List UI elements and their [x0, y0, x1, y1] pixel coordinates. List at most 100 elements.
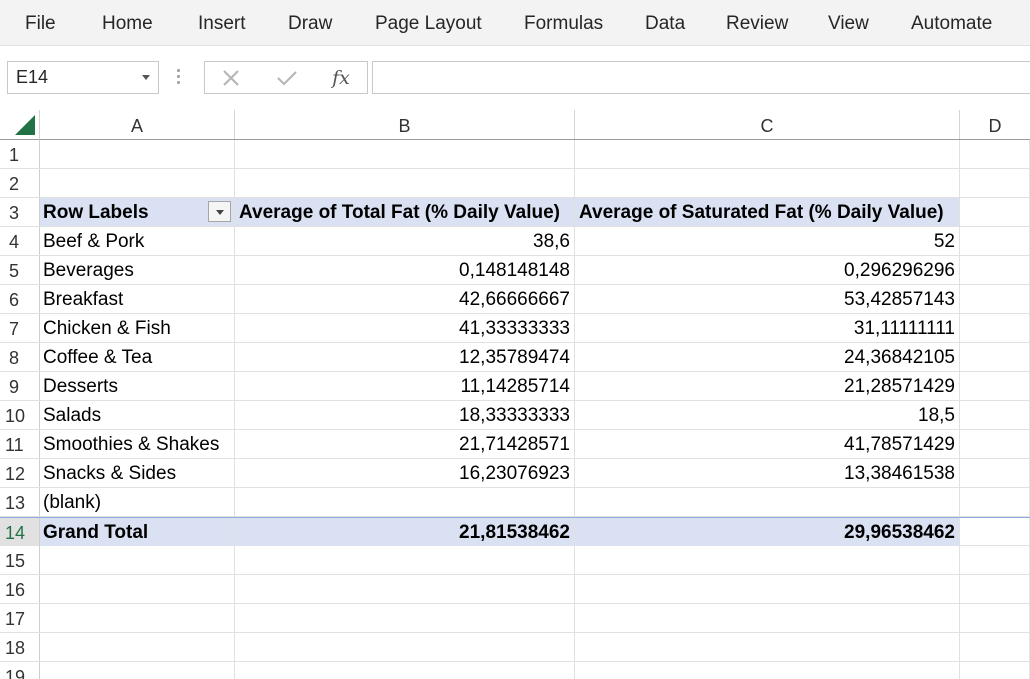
chevron-down-icon[interactable] [142, 75, 150, 80]
tab-data[interactable]: Data [645, 13, 686, 34]
cell-b[interactable] [235, 140, 575, 168]
row-header[interactable]: 1 [0, 140, 40, 168]
cell-d[interactable] [960, 198, 1030, 226]
tab-file[interactable]: File [25, 13, 56, 34]
row-header[interactable]: 14 [0, 518, 40, 546]
cell-d[interactable] [960, 518, 1030, 546]
cell-c[interactable]: 21,28571429 [575, 372, 960, 400]
cell-c[interactable]: 18,5 [575, 401, 960, 429]
column-header-b[interactable]: B [235, 110, 575, 139]
cell-c[interactable]: Average of Saturated Fat (% Daily Value) [575, 198, 960, 226]
filter-dropdown-icon[interactable] [208, 201, 231, 222]
cell-b[interactable] [235, 662, 575, 679]
cell-d[interactable] [960, 633, 1030, 661]
cell-a[interactable]: Chicken & Fish [40, 314, 235, 342]
row-header[interactable]: 5 [0, 256, 40, 284]
cell-c[interactable]: 41,78571429 [575, 430, 960, 458]
cell-b[interactable]: 42,66666667 [235, 285, 575, 313]
row-header[interactable]: 11 [0, 430, 40, 458]
tab-insert[interactable]: Insert [198, 13, 246, 34]
cell-c[interactable] [575, 633, 960, 661]
row-header[interactable]: 6 [0, 285, 40, 313]
cell-d[interactable] [960, 662, 1030, 679]
cell-a[interactable]: Row Labels [40, 198, 235, 226]
cell-d[interactable] [960, 604, 1030, 632]
row-header[interactable]: 12 [0, 459, 40, 487]
cell-a[interactable] [40, 604, 235, 632]
cell-d[interactable] [960, 459, 1030, 487]
tab-view[interactable]: View [828, 13, 869, 34]
cell-d[interactable] [960, 140, 1030, 168]
column-header-a[interactable]: A [40, 110, 235, 139]
column-header-c[interactable]: C [575, 110, 960, 139]
cell-b[interactable]: 16,23076923 [235, 459, 575, 487]
cell-a[interactable]: Beef & Pork [40, 227, 235, 255]
formula-input[interactable] [372, 61, 1030, 94]
name-box[interactable]: E14 [7, 61, 159, 94]
row-header[interactable]: 10 [0, 401, 40, 429]
cell-d[interactable] [960, 575, 1030, 603]
cell-d[interactable] [960, 314, 1030, 342]
cell-a[interactable] [40, 546, 235, 574]
row-header[interactable]: 17 [0, 604, 40, 632]
tab-home[interactable]: Home [102, 13, 153, 34]
cell-d[interactable] [960, 372, 1030, 400]
cancel-icon[interactable] [211, 62, 251, 93]
row-header[interactable]: 3 [0, 198, 40, 226]
cell-a[interactable] [40, 662, 235, 679]
cell-c[interactable]: 24,36842105 [575, 343, 960, 371]
cell-c[interactable]: 53,42857143 [575, 285, 960, 313]
cell-d[interactable] [960, 285, 1030, 313]
row-header[interactable]: 15 [0, 546, 40, 574]
cell-d[interactable] [960, 488, 1030, 516]
cell-c[interactable]: 52 [575, 227, 960, 255]
insert-function-icon[interactable]: fx [321, 62, 361, 93]
drag-handle-icon[interactable] [176, 69, 182, 87]
cell-b[interactable]: 11,14285714 [235, 372, 575, 400]
cell-a[interactable] [40, 633, 235, 661]
tab-review[interactable]: Review [726, 13, 789, 34]
cell-a[interactable]: Salads [40, 401, 235, 429]
cell-b[interactable]: 0,148148148 [235, 256, 575, 284]
tab-automate[interactable]: Automate [911, 13, 993, 34]
cell-d[interactable] [960, 401, 1030, 429]
cell-c[interactable] [575, 604, 960, 632]
cell-a[interactable]: Desserts [40, 372, 235, 400]
cell-d[interactable] [960, 256, 1030, 284]
tab-formulas[interactable]: Formulas [524, 13, 604, 34]
cell-a[interactable] [40, 575, 235, 603]
cell-a[interactable]: Beverages [40, 256, 235, 284]
row-header[interactable]: 16 [0, 575, 40, 603]
tab-draw[interactable]: Draw [288, 13, 333, 34]
cell-c[interactable] [575, 546, 960, 574]
cell-c[interactable] [575, 662, 960, 679]
row-header[interactable]: 18 [0, 633, 40, 661]
cell-b[interactable]: 18,33333333 [235, 401, 575, 429]
cell-a[interactable]: Smoothies & Shakes [40, 430, 235, 458]
row-header[interactable]: 2 [0, 169, 40, 197]
cell-b[interactable]: 12,35789474 [235, 343, 575, 371]
cell-a[interactable] [40, 169, 235, 197]
cell-d[interactable] [960, 227, 1030, 255]
row-header[interactable]: 19 [0, 662, 40, 679]
tab-page-layout[interactable]: Page Layout [375, 13, 482, 34]
row-header[interactable]: 13 [0, 488, 40, 516]
row-header[interactable]: 8 [0, 343, 40, 371]
cell-a[interactable] [40, 140, 235, 168]
cell-a[interactable]: Grand Total [40, 518, 235, 546]
cell-b[interactable] [235, 575, 575, 603]
select-all-button[interactable] [0, 110, 40, 140]
cell-b[interactable]: 41,33333333 [235, 314, 575, 342]
cell-b[interactable] [235, 546, 575, 574]
row-header[interactable]: 7 [0, 314, 40, 342]
enter-check-icon[interactable] [267, 62, 307, 93]
cell-c[interactable]: 29,96538462 [575, 518, 960, 546]
cell-b[interactable] [235, 604, 575, 632]
cell-b[interactable]: 21,81538462 [235, 518, 575, 546]
cell-c[interactable] [575, 140, 960, 168]
cell-d[interactable] [960, 343, 1030, 371]
cell-a[interactable]: Coffee & Tea [40, 343, 235, 371]
cell-b[interactable]: 38,6 [235, 227, 575, 255]
cell-d[interactable] [960, 169, 1030, 197]
cell-c[interactable] [575, 488, 960, 516]
